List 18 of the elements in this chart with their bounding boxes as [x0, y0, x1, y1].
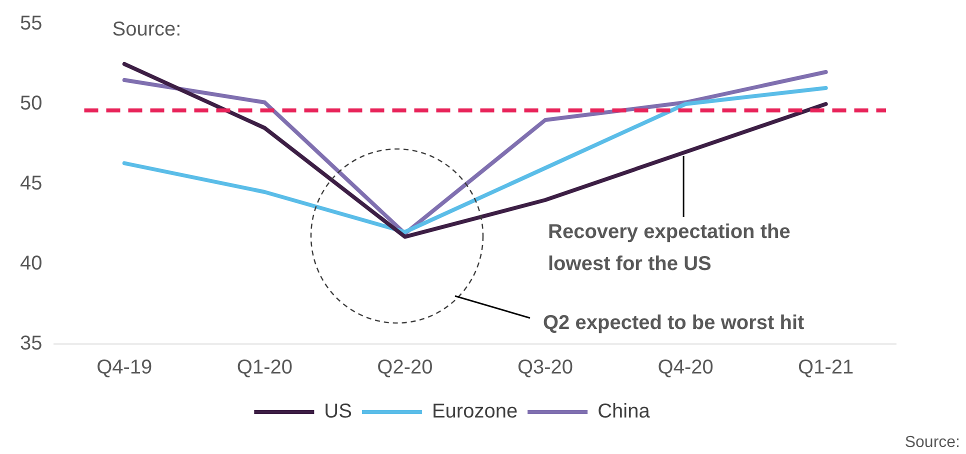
x-tick-label: Q4-19: [96, 356, 152, 379]
legend-label: US: [324, 400, 352, 423]
annotation: Q2 expected to be worst hit: [543, 312, 804, 334]
x-tick-label: Q1-20: [236, 356, 292, 379]
y-tick-label: 55: [20, 12, 42, 35]
source-note: Source:: [904, 434, 960, 451]
legend-label: Eurozone: [432, 400, 518, 423]
x-tick-label: Q2-20: [377, 356, 433, 379]
y-tick-label: 50: [20, 92, 42, 115]
legend-label: China: [598, 400, 651, 423]
x-tick-label: Q1-21: [798, 356, 854, 379]
y-tick-label: 35: [20, 332, 42, 355]
y-tick-label: 45: [20, 172, 42, 195]
y-tick-label: 40: [20, 252, 42, 275]
x-tick-label: Q3-20: [517, 356, 574, 379]
x-tick-label: Q4-20: [658, 356, 714, 379]
annotation: Source:: [112, 18, 182, 41]
annotation: Recovery expectation the lowest for the US: [548, 221, 790, 275]
